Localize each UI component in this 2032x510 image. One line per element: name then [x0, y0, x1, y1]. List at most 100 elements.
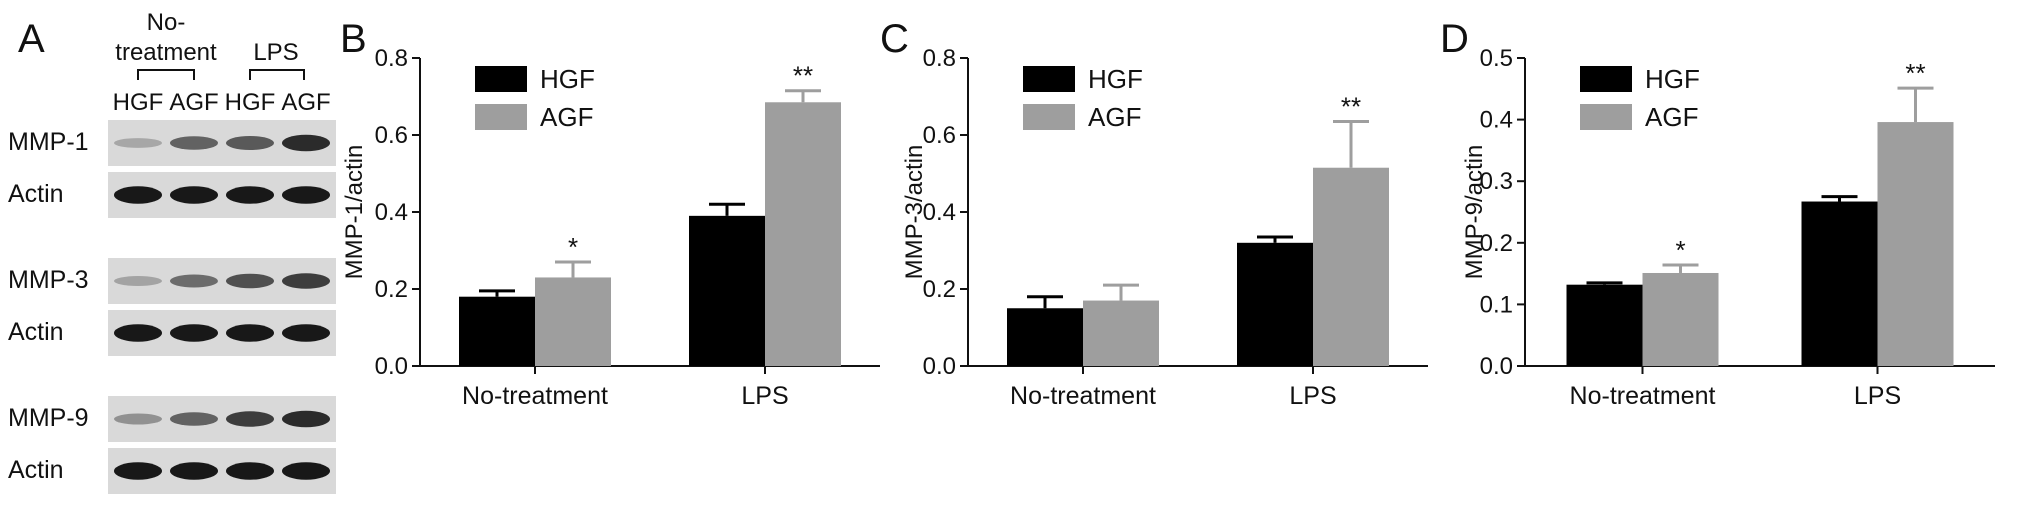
x-tick-label: No-treatment	[462, 382, 608, 410]
group-label-no-treatment-1: No-	[147, 9, 186, 36]
y-tick-label: 0.2	[1480, 230, 1513, 257]
western-blots: MMP-1 Actin MMP-3 Actin MMP-9 Actin	[8, 120, 336, 494]
y-tick-label: 0.0	[1480, 353, 1513, 380]
significance-mark: **	[793, 61, 813, 91]
chart-b: B MMP-1/actin 0.0 0.2 0.4 0.6 0.8 No-treatment *…	[340, 17, 880, 410]
panel-letter: B	[340, 17, 367, 61]
blot-band	[170, 274, 218, 288]
y-tick-label: 0.2	[375, 276, 408, 303]
blot-band	[170, 412, 218, 426]
legend-swatch	[1580, 104, 1632, 130]
chart-d: D MMP-9/actin 0.0 0.1 0.2 0.3 0.4 0.5 No-treatme…	[1440, 17, 1995, 410]
blot-band	[226, 411, 274, 427]
bar-hgf	[1566, 284, 1643, 366]
bar-agf	[765, 102, 841, 367]
legend-label: HGF	[1088, 64, 1143, 94]
y-axis-label: MMP-1/actin	[341, 145, 368, 280]
lane-label-4: AGF	[281, 89, 330, 116]
legend-swatch	[1023, 66, 1075, 92]
blot-band	[114, 276, 162, 286]
bar-agf	[535, 277, 611, 366]
panel-a-letter: A	[18, 17, 45, 61]
bar-hgf	[1801, 201, 1878, 366]
blot-band	[226, 186, 274, 204]
blot-band	[114, 186, 162, 204]
legend-swatch	[1580, 66, 1632, 92]
legend-label: AGF	[1645, 102, 1698, 132]
y-tick-label: 0.4	[375, 199, 408, 226]
significance-mark: **	[1341, 92, 1361, 122]
blot-band	[114, 462, 162, 480]
y-tick-label: 0.6	[375, 122, 408, 149]
panel-letter: C	[880, 17, 909, 61]
panel-a: A No- treatment LPS HGF AGF HGF AGF MMP-…	[8, 9, 336, 494]
bar-hgf	[1007, 308, 1083, 366]
blot-band	[170, 462, 218, 480]
blot-band	[226, 273, 274, 289]
blot-band	[282, 462, 330, 480]
blot-band	[170, 136, 218, 150]
group-label-lps: LPS	[253, 39, 298, 66]
blot-band	[170, 324, 218, 342]
panel-letter: D	[1440, 17, 1469, 61]
lane-label-3: HGF	[225, 89, 276, 116]
y-tick-label: 0.3	[1480, 168, 1513, 195]
blot-band	[170, 186, 218, 204]
group-bracket-lps	[249, 69, 305, 80]
y-tick-label: 0.0	[923, 353, 956, 380]
legend-label: AGF	[540, 102, 593, 132]
lane-label-1: HGF	[113, 89, 164, 116]
blot-band	[282, 410, 330, 428]
y-tick-label: 0.6	[923, 122, 956, 149]
blot-band	[226, 462, 274, 480]
bar-hgf	[459, 296, 535, 366]
blot-band	[114, 138, 162, 148]
legend-swatch	[475, 66, 527, 92]
y-tick-label: 0.5	[1480, 45, 1513, 72]
blot-band	[226, 324, 274, 342]
blot-band	[114, 413, 162, 425]
legend-label: HGF	[1645, 64, 1700, 94]
blot-label-6: Actin	[8, 456, 64, 484]
blot-band	[282, 273, 330, 289]
x-tick-label: No-treatment	[1570, 382, 1716, 410]
blot-band	[226, 136, 274, 150]
lane-label-2: AGF	[169, 89, 218, 116]
legend-swatch	[475, 104, 527, 130]
blot-band	[114, 324, 162, 342]
x-tick-label: No-treatment	[1010, 382, 1156, 410]
y-tick-label: 0.1	[1480, 291, 1513, 318]
blot-band	[282, 324, 330, 342]
significance-mark: **	[1905, 58, 1925, 88]
y-tick-label: 0.2	[923, 276, 956, 303]
bar-agf	[1083, 300, 1159, 366]
blot-label-5: MMP-9	[8, 404, 89, 432]
blot-label-1: MMP-1	[8, 128, 89, 156]
x-tick-label: LPS	[1289, 382, 1336, 410]
blot-label-2: Actin	[8, 180, 64, 208]
blot-label-4: Actin	[8, 318, 64, 346]
blot-label-3: MMP-3	[8, 266, 89, 294]
y-axis-label: MMP-3/actin	[901, 145, 928, 280]
significance-mark: *	[568, 232, 578, 262]
bar-agf	[1877, 122, 1954, 367]
bar-charts: B MMP-1/actin 0.0 0.2 0.4 0.6 0.8 No-treatment *…	[340, 17, 1995, 410]
group-label-no-treatment-2: treatment	[115, 39, 217, 66]
bar-agf	[1313, 167, 1389, 366]
x-tick-label: LPS	[1854, 382, 1901, 410]
chart-c: C MMP-3/actin 0.0 0.2 0.4 0.6 0.8 No-treatment L…	[880, 17, 1428, 410]
bar-hgf	[689, 215, 765, 366]
bar-hgf	[1237, 242, 1313, 366]
y-tick-label: 0.8	[375, 45, 408, 72]
y-tick-label: 0.8	[923, 45, 956, 72]
y-tick-label: 0.4	[923, 199, 956, 226]
bar-agf	[1642, 272, 1719, 366]
y-axis-label: MMP-9/actin	[1461, 145, 1488, 280]
group-bracket-no-treatment	[137, 69, 195, 80]
y-tick-label: 0.0	[375, 353, 408, 380]
significance-mark: *	[1675, 235, 1685, 265]
y-tick-label: 0.4	[1480, 107, 1513, 134]
legend-label: AGF	[1088, 102, 1141, 132]
legend-swatch	[1023, 104, 1075, 130]
